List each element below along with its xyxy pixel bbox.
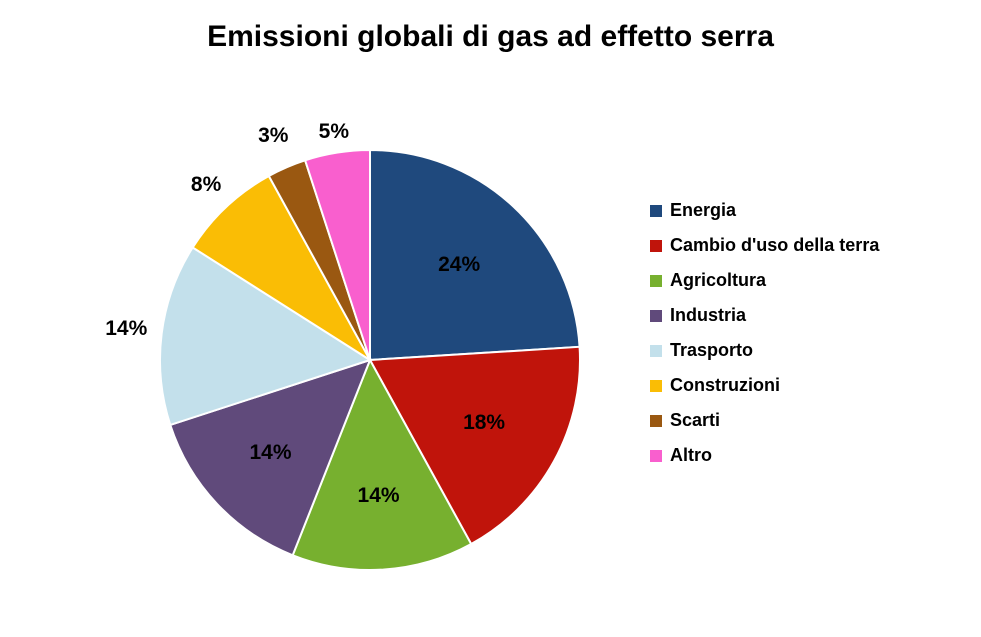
legend-swatch — [650, 310, 662, 322]
chart-container: Emissioni globali di gas ad effetto serr… — [0, 0, 981, 637]
legend-label: Energia — [670, 200, 736, 221]
legend-label: Cambio d'uso della terra — [670, 235, 879, 256]
legend-item: Industria — [650, 305, 879, 326]
slice-percent-label: 8% — [191, 173, 221, 197]
legend-swatch — [650, 380, 662, 392]
legend-item: Agricoltura — [650, 270, 879, 291]
legend-item: Trasporto — [650, 340, 879, 361]
legend-label: Altro — [670, 445, 712, 466]
legend-swatch — [650, 205, 662, 217]
legend-swatch — [650, 345, 662, 357]
legend-item: Energia — [650, 200, 879, 221]
chart-title: Emissioni globali di gas ad effetto serr… — [0, 20, 981, 54]
legend-label: Trasporto — [670, 340, 753, 361]
slice-percent-label: 3% — [258, 124, 288, 148]
legend-label: Agricoltura — [670, 270, 766, 291]
legend-label: Construzioni — [670, 375, 780, 396]
pie-chart: 24%18%14%14%14%8%3%5% — [120, 110, 620, 610]
legend-swatch — [650, 450, 662, 462]
slice-percent-label: 14% — [249, 441, 291, 465]
slice-percent-label: 14% — [105, 317, 147, 341]
legend-item: Construzioni — [650, 375, 879, 396]
legend-item: Scarti — [650, 410, 879, 431]
legend-item: Cambio d'uso della terra — [650, 235, 879, 256]
legend-swatch — [650, 415, 662, 427]
legend-item: Altro — [650, 445, 879, 466]
slice-percent-label: 18% — [463, 411, 505, 435]
legend-swatch — [650, 240, 662, 252]
slice-percent-label: 14% — [358, 484, 400, 508]
legend-swatch — [650, 275, 662, 287]
slice-percent-label: 24% — [438, 253, 480, 277]
legend-label: Scarti — [670, 410, 720, 431]
legend: Energia Cambio d'uso della terra Agricoltu… — [650, 200, 879, 466]
legend-label: Industria — [670, 305, 746, 326]
slice-percent-label: 5% — [319, 120, 349, 144]
